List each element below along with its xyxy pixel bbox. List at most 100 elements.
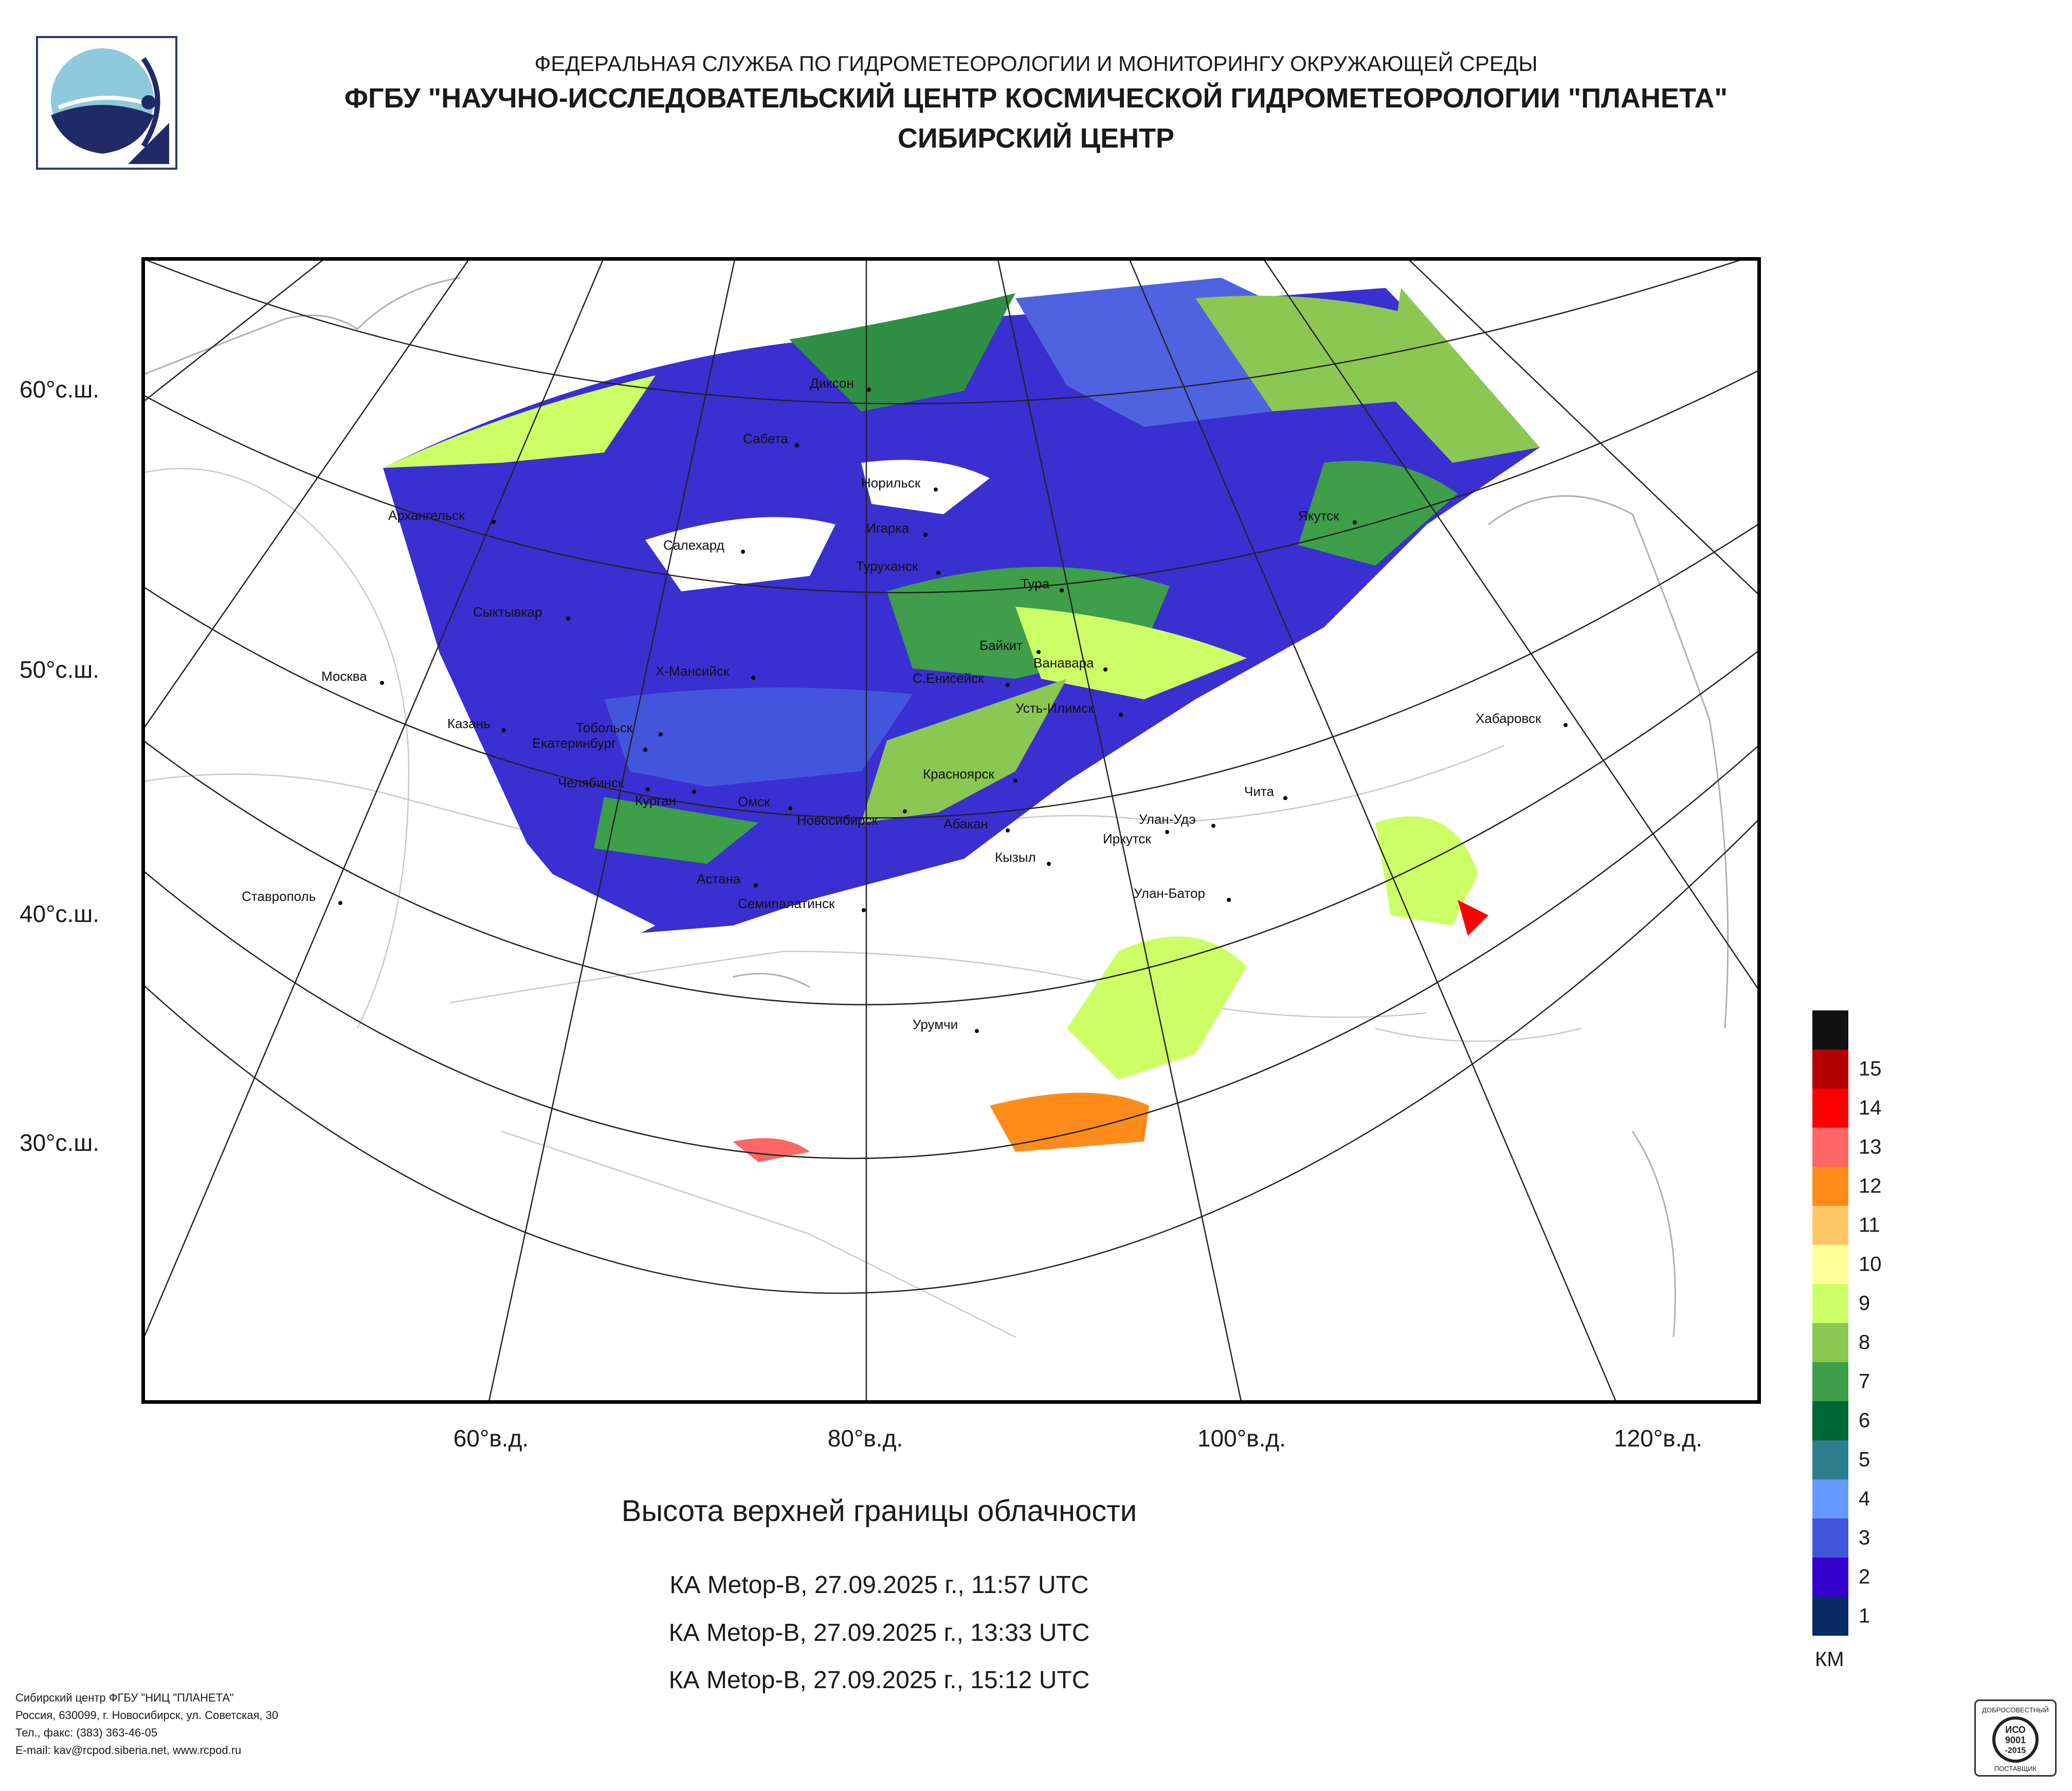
city-label: Игарка bbox=[866, 520, 909, 536]
lon-label-120: 120°в.д. bbox=[1614, 1425, 1702, 1452]
city-label: Сабета bbox=[743, 431, 788, 446]
legend-swatch bbox=[1812, 1558, 1848, 1597]
city-label: Челябинск bbox=[558, 775, 624, 790]
city-turukhansk: Туруханск bbox=[856, 558, 940, 575]
city-label: Москва bbox=[321, 668, 367, 684]
city-arkhangelsk: Архангельск bbox=[388, 508, 496, 524]
footer-email: E-mail: kav@rcpod.siberia.net, www.rcpod… bbox=[15, 1744, 242, 1757]
city-semipalatinsk: Семипалатинск bbox=[738, 896, 866, 912]
city-label: Тура bbox=[1021, 576, 1050, 591]
lat-label-30: 30°с.ш. bbox=[20, 1129, 100, 1156]
city-yakutsk: Якутск bbox=[1298, 508, 1357, 524]
city-label: С.Енисейск bbox=[913, 671, 984, 686]
city-chelyabinsk: Челябинск bbox=[558, 775, 650, 791]
satellite-pass-2: КА Metop-B, 27.09.2025 г., 13:33 UTC bbox=[668, 1619, 1090, 1647]
legend-label: 7 bbox=[1859, 1370, 1870, 1393]
city-vanavara: Ванавара bbox=[1033, 655, 1107, 672]
satellite-pass-3: КА Metop-B, 27.09.2025 г., 15:12 UTC bbox=[668, 1667, 1090, 1694]
legend-label: 4 bbox=[1859, 1487, 1870, 1510]
cert-top-text: ДОБРОСОВЕСТНЫЙ bbox=[1982, 1706, 2049, 1714]
legend-label: 6 bbox=[1859, 1409, 1870, 1432]
city-kurgan: Курган bbox=[635, 790, 696, 808]
city-stavropol: Ставрополь bbox=[242, 889, 342, 905]
cert-bottom-text: ПОСТАВЩИК bbox=[1994, 1765, 2037, 1772]
city-label: Абакан bbox=[943, 816, 988, 831]
cert-number: 9001 bbox=[2005, 1735, 2026, 1745]
agency-title: ФЕДЕРАЛЬНАЯ СЛУЖБА ПО ГИДРОМЕТЕОРОЛОГИИ … bbox=[534, 51, 1538, 76]
city-label: Иркутск bbox=[1103, 831, 1151, 846]
legend-swatch bbox=[1812, 1010, 1848, 1050]
city-label: Омск bbox=[738, 794, 770, 809]
graticule bbox=[141, 257, 1761, 1404]
center-title: ФГБУ "НАУЧНО-ИССЛЕДОВАТЕЛЬСКИЙ ЦЕНТР КОС… bbox=[344, 83, 1728, 114]
city-label: Салехард bbox=[663, 537, 724, 553]
city-label: Улан-Удэ bbox=[1139, 811, 1196, 827]
city-label: Сыктывкар bbox=[473, 604, 542, 620]
city-ust-ilimsk: Усть-Илимск bbox=[1015, 700, 1123, 717]
city-tobolsk: Тобольск bbox=[576, 720, 663, 736]
city-label: Улан-Батор bbox=[1134, 885, 1205, 901]
city-norilsk: Норильск bbox=[861, 475, 938, 492]
city-label: Курган bbox=[635, 793, 676, 808]
city-abakan: Абакан bbox=[943, 816, 1010, 833]
legend-swatch bbox=[1812, 1206, 1848, 1245]
city-krasnoyarsk: Красноярск bbox=[923, 766, 1017, 783]
city-label: Кызыл bbox=[995, 849, 1036, 865]
city-sabeta: Сабета bbox=[743, 431, 799, 447]
legend-swatch bbox=[1812, 1362, 1848, 1401]
legend-label: 5 bbox=[1859, 1448, 1870, 1471]
city-tura: Тура bbox=[1021, 576, 1064, 592]
legend-swatch bbox=[1812, 1479, 1848, 1518]
city-label: Урумчи bbox=[913, 1017, 958, 1032]
legend-label: 8 bbox=[1859, 1331, 1870, 1354]
city-ulan-bator: Улан-Батор bbox=[1134, 885, 1231, 902]
legend-swatch bbox=[1812, 1167, 1848, 1206]
map-frame bbox=[141, 257, 1761, 1404]
city-astana: Астана bbox=[697, 871, 758, 888]
footer-phone: Тел., факс: (383) 363-46-05 bbox=[15, 1726, 158, 1739]
planeta-logo bbox=[36, 36, 177, 170]
lat-label-50: 50°с.ш. bbox=[20, 656, 100, 683]
legend-label: 15 bbox=[1859, 1057, 1882, 1080]
city-igarka: Игарка bbox=[866, 520, 928, 537]
city-label: Казань bbox=[447, 716, 490, 731]
branch-title: СИБИРСКИЙ ЦЕНТР bbox=[897, 123, 1175, 154]
city-label: Якутск bbox=[1298, 508, 1339, 523]
city-label: Х-Мансийск bbox=[656, 663, 730, 679]
city-baykit: Байкит bbox=[979, 638, 1041, 654]
lon-label-80: 80°в.д. bbox=[827, 1425, 903, 1452]
city-s-eniseysk: С.Енисейск bbox=[913, 671, 1010, 687]
city-label: Астана bbox=[697, 871, 741, 887]
cloud-field bbox=[383, 278, 1540, 1162]
lon-label-60: 60°в.д. bbox=[453, 1425, 529, 1452]
satellite-pass-1: КА Metop-B, 27.09.2025 г., 11:57 UTC bbox=[669, 1571, 1089, 1599]
legend-label: 10 bbox=[1859, 1253, 1882, 1276]
lat-label-60: 60°с.ш. bbox=[20, 376, 100, 403]
city-novosibirsk: Новосибирск bbox=[797, 809, 907, 828]
legend-swatch bbox=[1812, 1089, 1848, 1128]
legend-swatch bbox=[1812, 1518, 1848, 1558]
city-moskva: Москва bbox=[321, 668, 384, 685]
city-kyzyl: Кызыл bbox=[995, 849, 1051, 866]
map-caption: Высота верхней границы облачности bbox=[621, 1494, 1137, 1528]
city-label: Екатеринбург bbox=[532, 735, 616, 751]
cert-year: -2015 bbox=[2005, 1746, 2026, 1755]
legend-label: 3 bbox=[1859, 1526, 1870, 1549]
city-ekaterinburg: Екатеринбург bbox=[532, 735, 647, 752]
city-markers: Диксон Сабета Норильск Архангельск Салех… bbox=[242, 375, 1568, 1033]
city-label: Норильск bbox=[861, 475, 921, 491]
cloud-top-map: Диксон Сабета Норильск Архангельск Салех… bbox=[141, 257, 1761, 1404]
city-label: Ванавара bbox=[1033, 655, 1094, 671]
city-omsk: Омск bbox=[738, 794, 792, 810]
legend-label: 13 bbox=[1859, 1135, 1882, 1159]
legend-label: 12 bbox=[1859, 1174, 1882, 1198]
lon-label-100: 100°в.д. bbox=[1197, 1425, 1286, 1452]
legend-label: 9 bbox=[1859, 1292, 1870, 1315]
cert-iso: ИСО bbox=[2005, 1725, 2026, 1735]
city-urumchi: Урумчи bbox=[913, 1017, 979, 1033]
legend-label: 1 bbox=[1859, 1604, 1870, 1627]
city-syktyvkar: Сыктывкар bbox=[473, 604, 570, 621]
legend-label: 2 bbox=[1859, 1565, 1870, 1588]
legend-swatch bbox=[1812, 1401, 1848, 1440]
footer-address: Россия, 630099, г. Новосибирск, ул. Сове… bbox=[15, 1709, 279, 1722]
